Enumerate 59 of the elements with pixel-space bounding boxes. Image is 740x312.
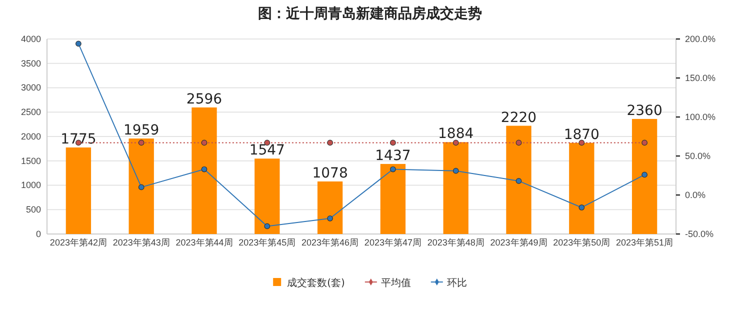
x-tick-label: 2023年第51周 xyxy=(616,237,674,248)
y-tick-label: 2000 xyxy=(20,131,41,142)
bar xyxy=(66,147,92,234)
y-tick-label: 1000 xyxy=(20,180,41,190)
bar xyxy=(443,142,468,234)
y2-tick-label: -50.0% xyxy=(685,228,714,239)
point xyxy=(201,166,208,172)
point xyxy=(390,166,396,172)
x-tick-label: 2023年第45周 xyxy=(238,237,296,248)
data-label: 1437 xyxy=(375,148,411,164)
bar xyxy=(192,107,217,234)
x-tick-label: 2023年第49周 xyxy=(490,237,548,248)
y-tick-label: 1500 xyxy=(20,156,41,166)
y-tick-label: 3000 xyxy=(20,82,41,93)
y-tick-label: 4000 xyxy=(20,34,41,44)
point xyxy=(516,178,522,184)
bar xyxy=(128,138,154,234)
y2-tick-label: 100.0% xyxy=(685,112,716,122)
bar xyxy=(380,164,406,234)
legend-label: 环比 xyxy=(446,277,467,289)
x-tick-label: 2023年第47周 xyxy=(364,237,422,248)
data-label: 1547 xyxy=(249,142,285,159)
point xyxy=(264,223,270,230)
data-label: 1870 xyxy=(564,126,600,143)
point xyxy=(642,172,648,178)
y2-tick-label: 50.0% xyxy=(685,150,711,161)
legend-label: 成交套数(套) xyxy=(287,277,345,289)
bar xyxy=(632,118,658,234)
point xyxy=(327,215,333,222)
legend-label: 平均值 xyxy=(380,277,411,289)
x-tick-label: 2023年第50周 xyxy=(553,237,610,248)
bar xyxy=(506,126,532,234)
y-tick-label: 0 xyxy=(36,228,41,239)
x-tick-label: 2023年第42周 xyxy=(50,237,107,248)
point xyxy=(452,168,459,174)
x-tick-label: 2023年第46周 xyxy=(302,237,359,248)
data-label: 1959 xyxy=(124,122,160,138)
y2-tick-label: 150.0% xyxy=(685,72,716,83)
point xyxy=(578,204,585,210)
bar xyxy=(254,158,280,234)
y-tick-label: 3500 xyxy=(20,58,41,68)
data-label: 2596 xyxy=(186,91,222,108)
data-label: 2360 xyxy=(626,102,662,119)
chart-title: 图：近十周青岛新建商品房成交走势 xyxy=(258,5,482,22)
bar xyxy=(569,142,594,234)
x-tick-label: 2023年第48周 xyxy=(427,237,484,248)
y-tick-label: 2500 xyxy=(20,107,41,118)
point xyxy=(138,184,144,190)
data-label: 1078 xyxy=(312,165,348,182)
y2-tick-label: 0.0% xyxy=(685,190,706,200)
point xyxy=(76,40,82,47)
data-label: 2220 xyxy=(500,110,537,126)
y-tick-label: 500 xyxy=(26,204,41,215)
y2-tick-label: 200.0% xyxy=(685,34,716,44)
x-tick-label: 2023年第43周 xyxy=(112,237,170,248)
x-tick-label: 2023年第44周 xyxy=(176,237,233,248)
data-label: 1884 xyxy=(438,126,474,142)
data-label: 1775 xyxy=(60,131,96,148)
bar xyxy=(317,181,343,234)
